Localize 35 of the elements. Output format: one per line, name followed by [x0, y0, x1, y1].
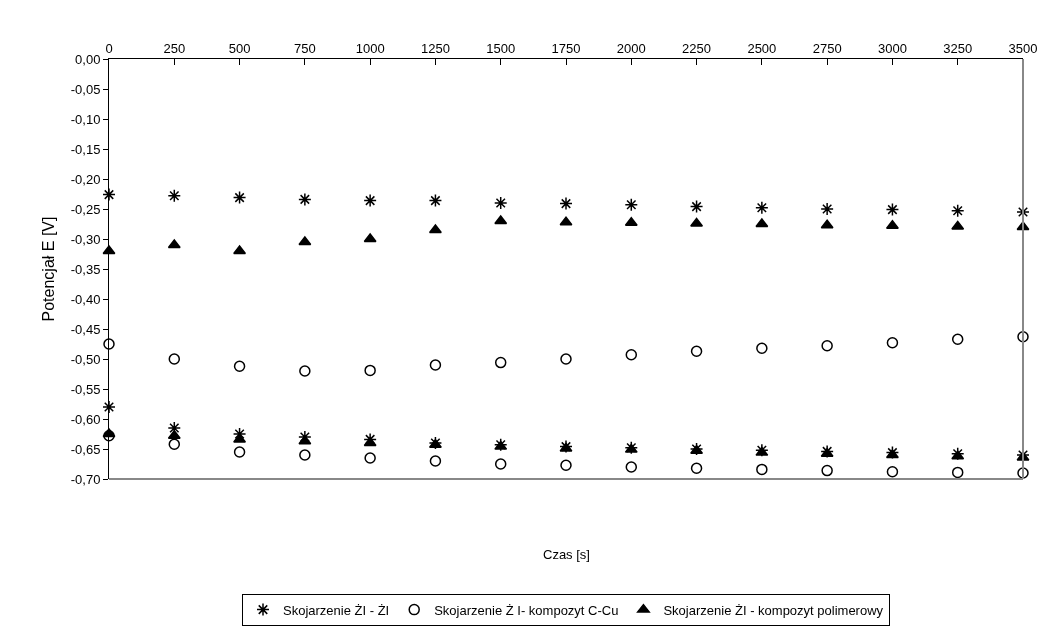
- x-tick-label: 750: [294, 40, 316, 56]
- y-tick-label: -0,35: [70, 261, 101, 277]
- x-tick-label: 2500: [747, 40, 777, 56]
- y-tick-label: -0,55: [70, 381, 101, 397]
- y-tick-label: -0,10: [70, 111, 101, 127]
- x-tick-label: 0: [105, 40, 113, 56]
- y-tick-label: 0,00: [75, 51, 101, 67]
- x-tick-label: 1000: [355, 40, 385, 56]
- x-tick-label: 1500: [486, 40, 516, 56]
- x-tick-label: 2750: [812, 40, 842, 56]
- x-tick-label: 250: [163, 40, 186, 56]
- x-tick-label: 1250: [420, 40, 450, 56]
- y-tick-label: -0,65: [70, 441, 101, 457]
- y-tick-label: -0,40: [70, 291, 101, 307]
- x-tick-label: 500: [228, 40, 251, 56]
- y-tick-label: -0,60: [70, 411, 101, 427]
- y-tick-label: -0,70: [70, 471, 101, 487]
- x-axis-title: Czas [s]: [543, 547, 590, 562]
- x-tick-label: 1750: [551, 40, 581, 56]
- y-tick-label: -0,30: [70, 231, 101, 247]
- legend-label: Skojarzenie Ż I- kompozyt C-Cu: [434, 602, 619, 618]
- legend-label: Skojarzenie ŻI - ŻI: [283, 602, 390, 618]
- y-tick-label: -0,15: [70, 141, 101, 157]
- legend-label: Skojarzenie ŻI - kompozyt polimerowy: [663, 602, 884, 618]
- x-tick-label: 3500: [1008, 40, 1038, 56]
- x-tick-label: 3250: [943, 40, 973, 56]
- y-tick-label: -0,05: [70, 81, 101, 97]
- y-tick-label: -0,50: [70, 351, 101, 367]
- x-tick-label: 3000: [877, 40, 907, 56]
- x-tick-label: 2000: [616, 40, 646, 56]
- y-tick-label: -0,45: [70, 321, 101, 337]
- x-tick-label: 2250: [682, 40, 712, 56]
- y-tick-label: -0,25: [70, 201, 101, 217]
- y-tick-label: -0,20: [70, 171, 101, 187]
- y-axis-title: Potencjał E [V]: [39, 216, 57, 322]
